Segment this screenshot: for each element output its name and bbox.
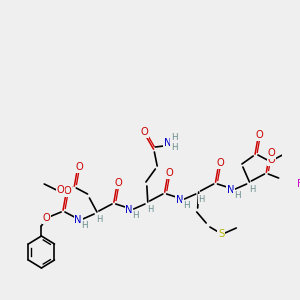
Text: O: O <box>256 130 264 140</box>
Text: O: O <box>166 168 173 178</box>
Text: N: N <box>125 205 133 215</box>
Text: H: H <box>183 200 190 209</box>
Text: N: N <box>74 215 82 225</box>
Text: H: H <box>132 211 139 220</box>
Text: O: O <box>64 186 72 196</box>
Text: H: H <box>198 194 205 203</box>
Text: O: O <box>115 178 122 188</box>
Text: N: N <box>176 195 184 205</box>
Text: O: O <box>267 148 275 158</box>
Text: O: O <box>216 158 224 168</box>
Text: H: H <box>147 205 154 214</box>
Text: O: O <box>75 162 83 172</box>
Text: O: O <box>267 155 275 165</box>
Text: O: O <box>140 127 148 137</box>
Text: O: O <box>42 213 50 223</box>
Text: H: H <box>249 184 256 194</box>
Text: N: N <box>227 185 234 195</box>
Text: H: H <box>97 214 103 224</box>
Text: H: H <box>171 134 178 142</box>
Text: H: H <box>234 190 241 200</box>
Text: S: S <box>218 229 224 239</box>
Text: O: O <box>56 185 64 195</box>
Text: N: N <box>164 138 171 148</box>
Text: F: F <box>297 179 300 189</box>
Text: H: H <box>171 143 178 152</box>
Text: H: H <box>81 220 88 230</box>
